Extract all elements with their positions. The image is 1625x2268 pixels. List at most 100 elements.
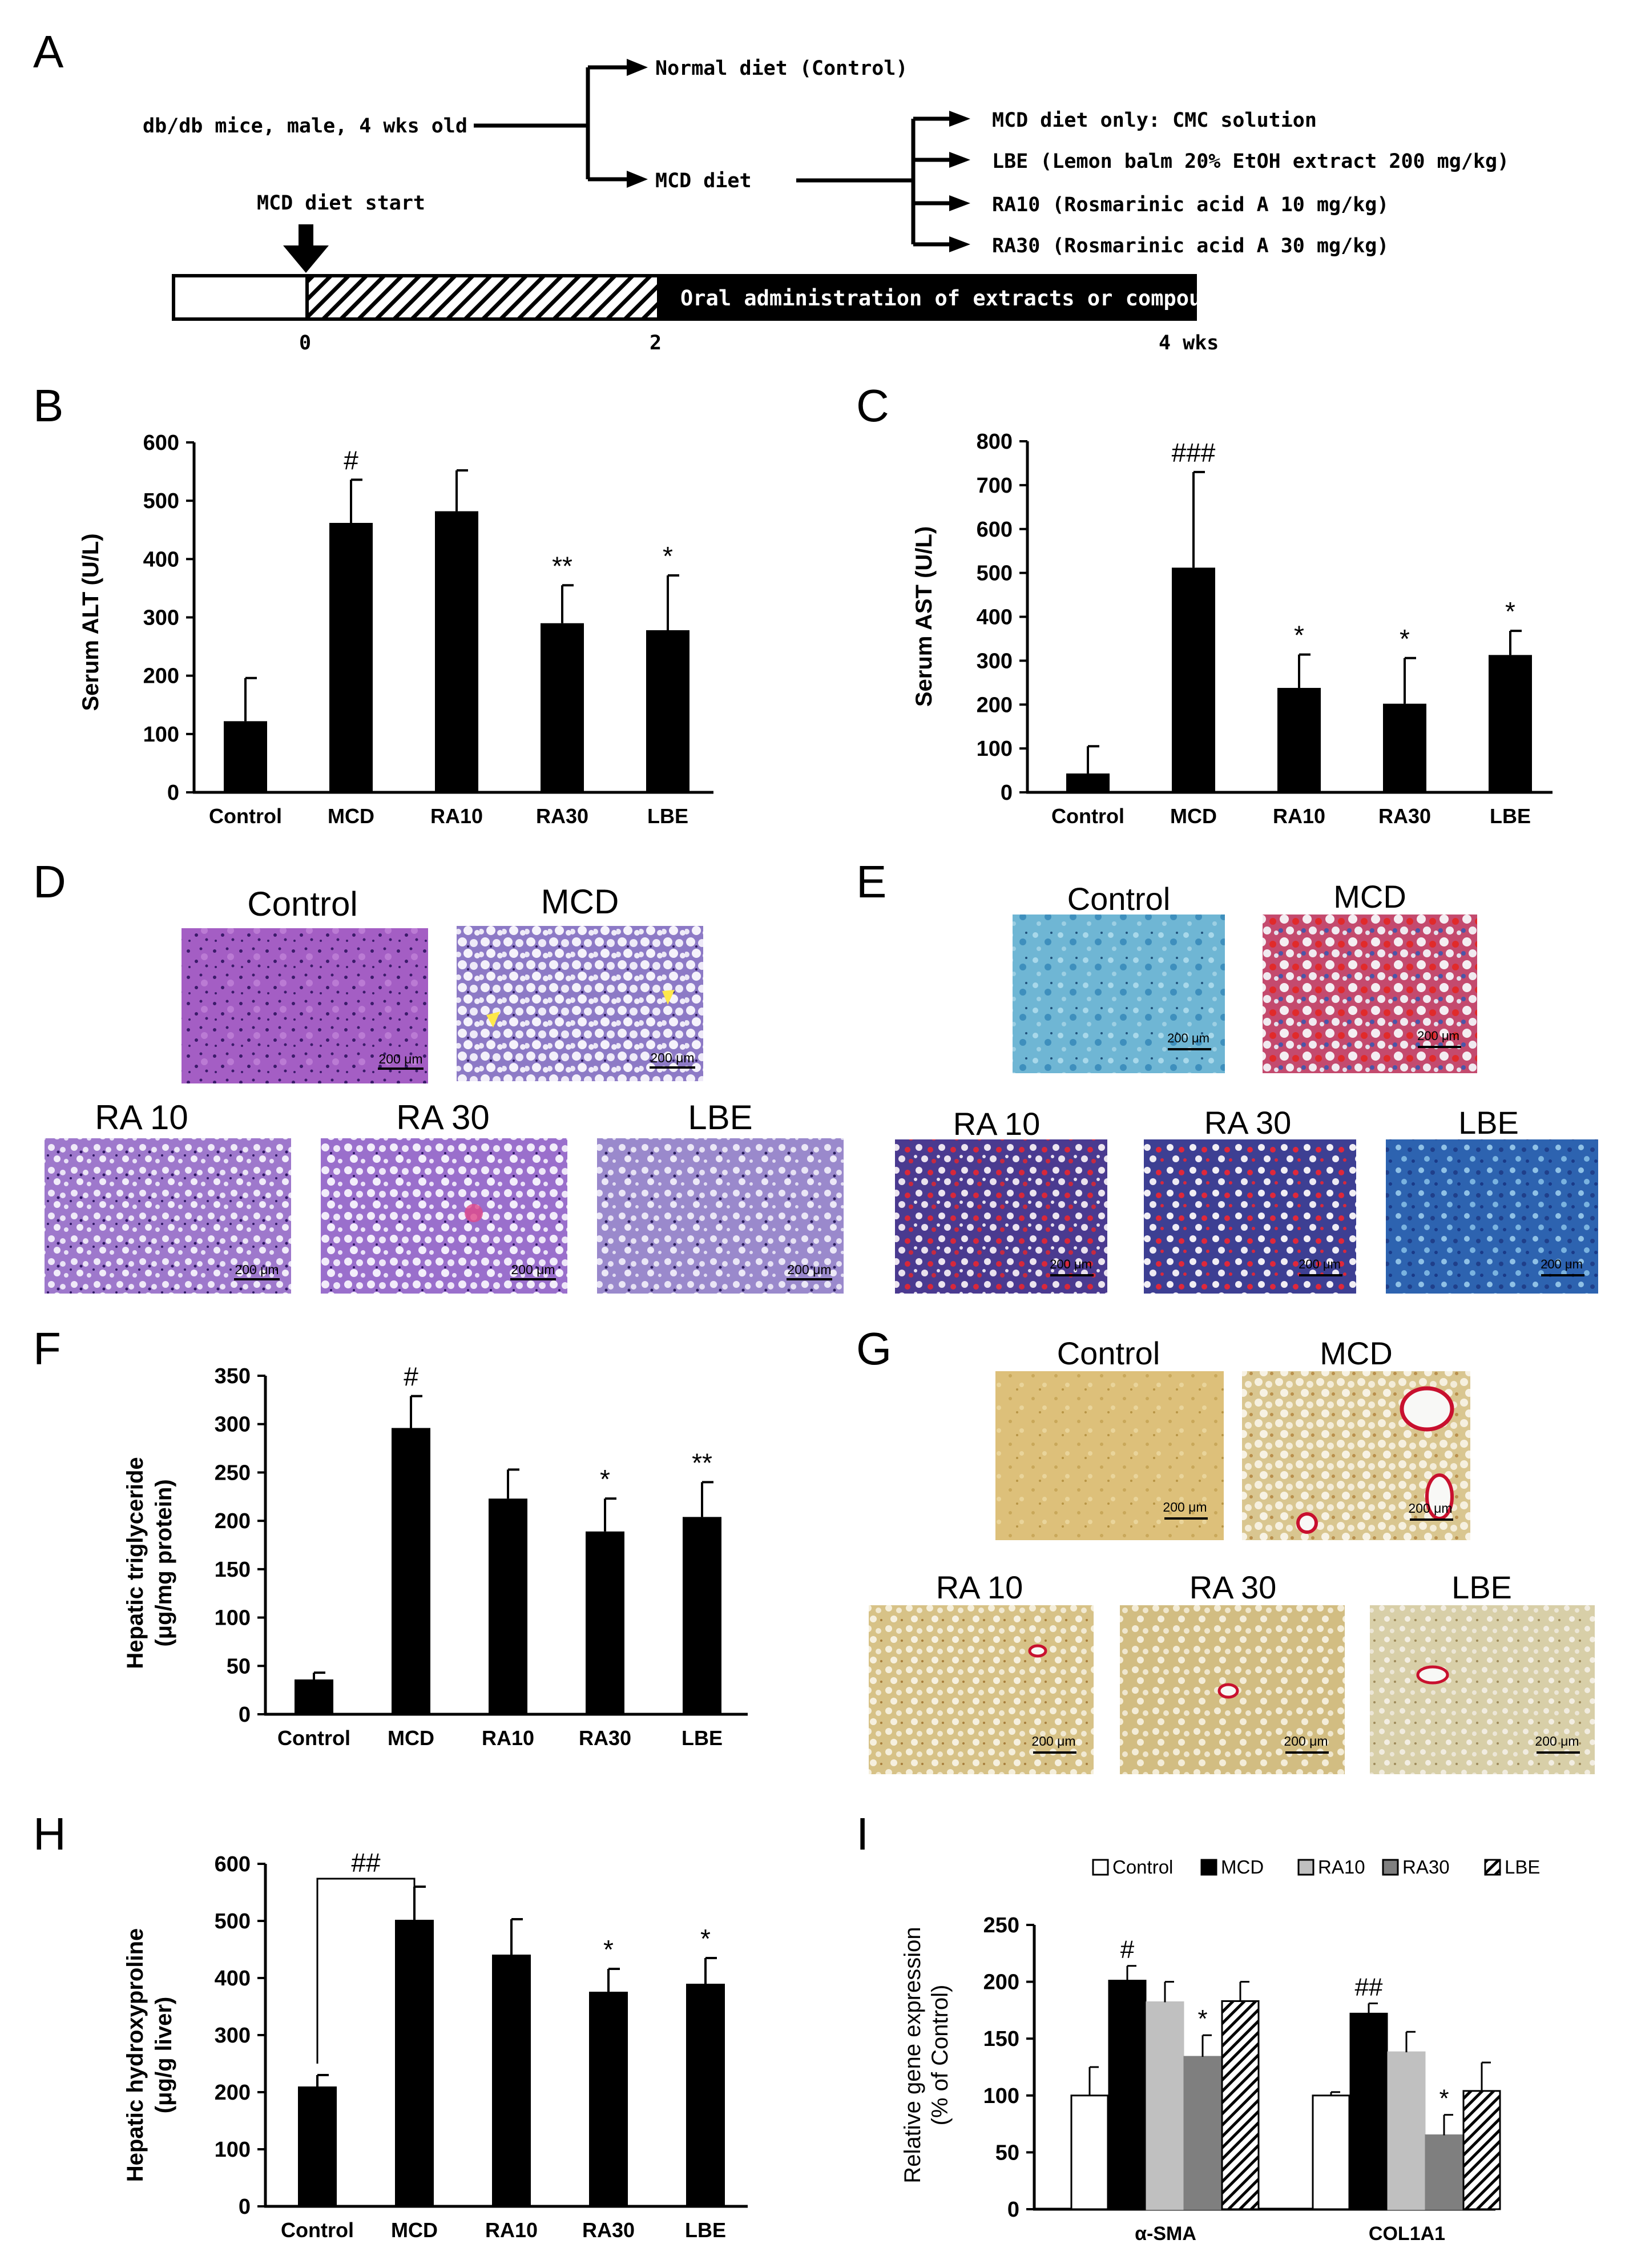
chart-i-bar bbox=[1425, 2134, 1463, 2210]
scalebar-label: 200 μm bbox=[1163, 1500, 1207, 1514]
chart-b-category-label: RA30 bbox=[536, 804, 588, 828]
chart-f-category-label: RA10 bbox=[482, 1726, 534, 1750]
micrograph-e-control bbox=[1013, 915, 1225, 1073]
chart-c-significance-label: ### bbox=[1172, 438, 1216, 468]
scheme-treatment-arrowhead-3 bbox=[949, 195, 970, 211]
scheme-treatment-3: RA10 (Rosmarinic acid A 10 mg/kg) bbox=[992, 194, 1389, 216]
scalebar-label: 200 μm bbox=[235, 1262, 279, 1277]
chart-f-ytick-label: 350 bbox=[215, 1364, 251, 1388]
panel-letter-d: D bbox=[33, 856, 66, 907]
panel-letter-a: A bbox=[33, 26, 64, 77]
panel-h: H Hepatic hydroxyproline (μg/g liver) 0 1… bbox=[33, 1808, 748, 2242]
chart-b-bar bbox=[329, 522, 373, 792]
panel-a: A db/db mice, male, 4 wks old Normal die… bbox=[33, 26, 1509, 354]
panel-letter-b: B bbox=[33, 380, 63, 431]
micrograph-e-mcd bbox=[1263, 915, 1477, 1073]
chart-h-ytick-label: 400 bbox=[215, 1967, 251, 1991]
scheme-treatment-arrowhead-1 bbox=[949, 111, 970, 127]
chart-h-category-label: RA10 bbox=[485, 2218, 538, 2242]
chart-b-ytick-label: 0 bbox=[167, 781, 179, 805]
chart-f-bar bbox=[489, 1498, 527, 1714]
micrograph-d-control bbox=[182, 928, 428, 1083]
chart-f-significance-label: ** bbox=[692, 1448, 712, 1477]
chart-i-bar bbox=[1312, 2094, 1350, 2210]
scalebar-label: 200 μm bbox=[1408, 1501, 1452, 1516]
scheme-arrowhead-normal bbox=[627, 59, 648, 76]
micrograph-d-ra10 bbox=[45, 1138, 291, 1294]
timeline-tick-4: 4 wks bbox=[1159, 332, 1219, 354]
panel-letter-i: I bbox=[856, 1808, 869, 1859]
chart-h-plot: 0 100 200 300 400 500 600 Control MCD RA10 * RA30 * L… bbox=[215, 1848, 726, 2242]
chart-h-ytick-label: 600 bbox=[215, 1852, 251, 1876]
scalebar-label: 200 μm bbox=[1031, 1734, 1075, 1749]
scheme-treatment-1: MCD diet only: CMC solution bbox=[992, 109, 1317, 132]
chart-i-ylabel: Relative gene expression bbox=[900, 1927, 925, 2183]
chart-c-bar bbox=[1383, 703, 1426, 792]
chart-i-legend-label: Control bbox=[1112, 1856, 1173, 1878]
chart-f-significance-label: * bbox=[600, 1464, 610, 1494]
panel-g: G Control MCD RA 10 RA 30 LBE 200 μm 200… bbox=[856, 1323, 1595, 1774]
chart-b-bar bbox=[646, 630, 689, 792]
chart-h-ytick-label: 0 bbox=[239, 2195, 251, 2219]
panel-letter-e: E bbox=[856, 856, 886, 907]
micrograph-d-mcd bbox=[457, 926, 703, 1081]
chart-i-ytick-label: 150 bbox=[983, 2027, 1019, 2051]
chart-i-ylabel-units: (% of Control) bbox=[928, 1985, 953, 2126]
chart-i-bar bbox=[1349, 2012, 1388, 2210]
scheme-treatment-4: RA30 (Rosmarinic acid A 30 mg/kg) bbox=[992, 235, 1389, 257]
vessel-mark bbox=[1416, 1665, 1449, 1685]
chart-c-bar bbox=[1489, 655, 1532, 792]
chart-f-ylabel: Hepatic triglyceride bbox=[123, 1457, 148, 1669]
chart-b-bar bbox=[541, 623, 584, 792]
scheme-arrowhead-mcd bbox=[627, 171, 648, 188]
chart-i-legend-label: MCD bbox=[1221, 1856, 1264, 1878]
chart-h-significance-label: ## bbox=[351, 1848, 381, 1878]
image-d-label-control: Control bbox=[247, 885, 357, 923]
micrograph-g-lbe bbox=[1370, 1605, 1595, 1774]
chart-i-bar bbox=[1183, 2056, 1222, 2210]
chart-f-ytick-label: 150 bbox=[215, 1558, 251, 1582]
chart-i-significance-label: # bbox=[1120, 1936, 1135, 1964]
panel-letter-c: C bbox=[856, 380, 889, 431]
chart-b-bar bbox=[435, 511, 478, 792]
scheme-treatment-arrowhead-2 bbox=[949, 152, 970, 168]
scheme-start-group: db/db mice, male, 4 wks old bbox=[143, 115, 467, 138]
chart-b-category-label: RA10 bbox=[430, 804, 483, 828]
chart-h-bar bbox=[686, 1984, 725, 2206]
chart-i-plot: 0 50 100 150 200 250 # * α-SMA ## * COL1A1 bbox=[983, 1914, 1501, 2245]
chart-b-bar bbox=[224, 721, 267, 792]
chart-i-legend-label: RA10 bbox=[1318, 1856, 1365, 1878]
chart-c-ytick-label: 500 bbox=[977, 562, 1013, 586]
chart-c-ytick-label: 200 bbox=[977, 693, 1013, 717]
chart-i-bar bbox=[1146, 2001, 1184, 2210]
vessel-mark bbox=[1400, 1386, 1454, 1432]
image-g-label-ra30: RA 30 bbox=[1189, 1569, 1277, 1605]
chart-c-ytick-label: 700 bbox=[977, 474, 1013, 498]
panel-b: B Serum ALT (U/L) 0 100 200 300 400 500 600 Con… bbox=[33, 380, 713, 828]
timeline-bar-text: Oral administration of extracts or compo… bbox=[680, 286, 1240, 311]
image-d-label-mcd: MCD bbox=[541, 883, 619, 921]
chart-b-ylabel: Serum ALT (U/L) bbox=[78, 533, 103, 711]
panel-i: I Relative gene expression (% of Control… bbox=[856, 1808, 1540, 2245]
chart-i-legend-swatch bbox=[1484, 1859, 1501, 1876]
image-e-label-lbe: LBE bbox=[1458, 1105, 1519, 1141]
micrograph-e-ra30 bbox=[1144, 1139, 1356, 1294]
chart-b-ytick-label: 200 bbox=[143, 664, 179, 688]
chart-i-legend-swatch bbox=[1382, 1859, 1399, 1876]
scalebar-label: 200 μm bbox=[511, 1262, 555, 1277]
chart-c-bar bbox=[1066, 773, 1110, 792]
chart-c-ytick-label: 600 bbox=[977, 518, 1013, 542]
image-d-label-lbe: LBE bbox=[688, 1098, 752, 1137]
chart-i-bar bbox=[1070, 2094, 1109, 2210]
chart-h-significance-bracket bbox=[316, 1878, 416, 2064]
chart-i-category-label: COL1A1 bbox=[1369, 2223, 1445, 2245]
chart-i-legend-swatch bbox=[1092, 1859, 1109, 1876]
chart-h-significance-label: * bbox=[603, 1935, 614, 1964]
chart-h-ytick-label: 200 bbox=[215, 2081, 251, 2105]
chart-c-ytick-label: 300 bbox=[977, 649, 1013, 673]
chart-b-ytick-label: 500 bbox=[143, 489, 179, 513]
micrograph-d-lbe bbox=[597, 1138, 844, 1294]
micrograph-e-ra10 bbox=[895, 1139, 1107, 1294]
image-g-label-ra10: RA 10 bbox=[936, 1569, 1023, 1605]
chart-c-significance-label: * bbox=[1400, 624, 1410, 654]
